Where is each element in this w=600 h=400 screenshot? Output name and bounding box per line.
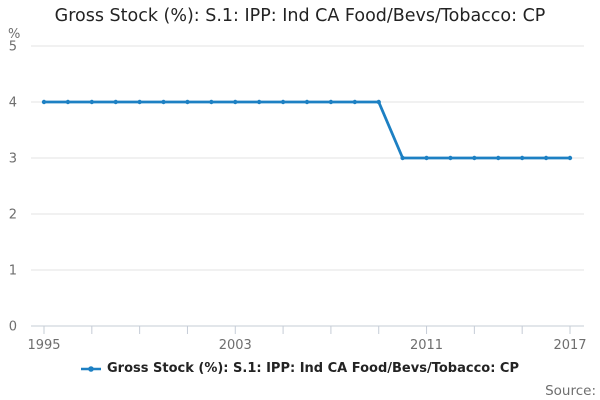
source-label: Source:: [545, 383, 596, 399]
data-point-marker[interactable]: [424, 155, 429, 161]
data-point-marker[interactable]: [352, 99, 358, 105]
data-point-marker[interactable]: [256, 99, 262, 105]
x-tick-label: 2011: [410, 338, 443, 353]
legend-label: Gross Stock (%): S.1: IPP: Ind CA Food/B…: [106, 361, 519, 376]
x-tick-label: 1995: [27, 338, 60, 353]
legend-line-marker-icon: [80, 365, 101, 372]
data-point-marker[interactable]: [400, 155, 405, 161]
data-point-marker[interactable]: [472, 155, 477, 161]
data-point-marker[interactable]: [41, 99, 47, 105]
data-point-marker[interactable]: [161, 99, 166, 105]
x-tick-label: 2003: [219, 338, 252, 353]
y-tick-label: 3: [9, 152, 17, 167]
legend-item[interactable]: Gross Stock (%): S.1: IPP: Ind CA Food/B…: [80, 361, 519, 376]
data-point-marker[interactable]: [496, 155, 501, 161]
data-point-marker[interactable]: [448, 155, 453, 161]
data-point-marker[interactable]: [209, 99, 214, 105]
y-tick-label: 0: [9, 320, 17, 335]
data-point-marker[interactable]: [280, 99, 286, 105]
data-point-marker[interactable]: [185, 99, 190, 105]
y-tick-label: 1: [9, 264, 17, 279]
data-point-marker[interactable]: [543, 155, 549, 161]
legend: Gross Stock (%): S.1: IPP: Ind CA Food/B…: [0, 361, 600, 376]
data-point-marker[interactable]: [113, 99, 118, 105]
y-axis-unit-label: %: [8, 27, 21, 42]
y-tick-label: 5: [9, 40, 17, 55]
data-point-marker[interactable]: [519, 155, 525, 161]
data-point-marker[interactable]: [376, 99, 381, 105]
data-point-marker[interactable]: [567, 155, 573, 161]
data-point-marker[interactable]: [89, 99, 95, 105]
y-tick-label: 4: [9, 96, 17, 111]
x-tick-label: 2017: [553, 338, 586, 353]
data-point-marker[interactable]: [137, 99, 142, 105]
data-point-marker[interactable]: [65, 99, 71, 105]
data-point-marker[interactable]: [304, 99, 310, 105]
data-point-marker[interactable]: [233, 99, 238, 105]
chart-title: Gross Stock (%): S.1: IPP: Ind CA Food/B…: [54, 6, 546, 26]
data-point-marker[interactable]: [328, 99, 334, 105]
y-tick-label: 2: [9, 208, 17, 223]
series-line: [42, 100, 572, 160]
